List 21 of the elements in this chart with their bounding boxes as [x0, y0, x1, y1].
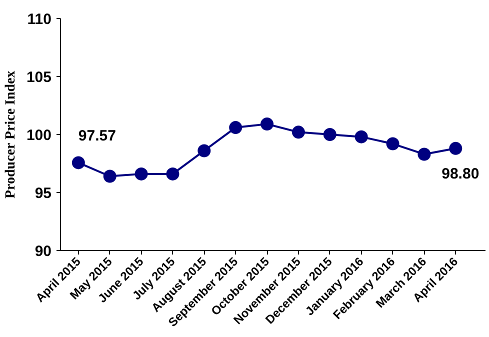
point: [229, 121, 242, 134]
y-tick-label: 105: [26, 69, 52, 86]
y-tick-label: 100: [26, 127, 52, 144]
y-tick-label: 110: [27, 11, 52, 28]
point: [418, 148, 431, 161]
point: [354, 130, 368, 144]
point: [198, 144, 211, 158]
data-label: 98.80: [442, 165, 480, 182]
point: [449, 142, 462, 155]
point: [166, 167, 180, 180]
y-axis-title: Producer Price Index: [3, 70, 18, 199]
point: [323, 128, 336, 141]
point: [134, 167, 148, 180]
point: [292, 126, 305, 139]
point: [72, 156, 85, 170]
data-label: 97.57: [78, 128, 116, 145]
y-tick-label: 90: [34, 243, 52, 260]
point: [260, 118, 274, 131]
y-tick-label: 95: [34, 185, 52, 202]
point: [103, 170, 116, 183]
point: [386, 137, 400, 150]
